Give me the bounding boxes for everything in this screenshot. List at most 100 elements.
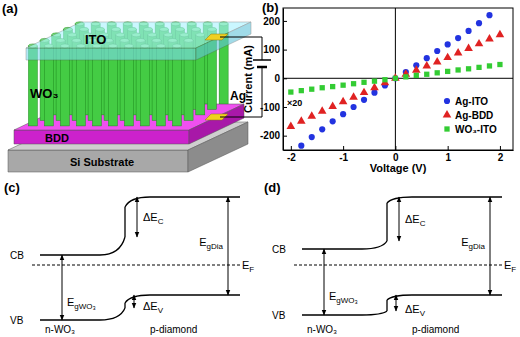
vb-offset bbox=[124, 303, 125, 308]
panel-label: (c) bbox=[4, 180, 20, 195]
dec-label-main: ΔE bbox=[405, 213, 420, 225]
dev-label: ΔEV bbox=[143, 300, 164, 315]
battery-plate bbox=[253, 59, 271, 61]
diamond-cb bbox=[387, 197, 502, 203]
eg-dia-arrow bbox=[228, 197, 229, 295]
annotation: ×20 bbox=[287, 98, 302, 108]
y-tick: -100 bbox=[260, 102, 287, 113]
data-point bbox=[497, 62, 502, 67]
x-tick-label: 2 bbox=[498, 152, 504, 163]
schematic: ITOWO₃AgBDDSi Substrate bbox=[8, 22, 271, 172]
fermi-level bbox=[32, 265, 240, 266]
panel-label: (b) bbox=[262, 0, 279, 15]
series bbox=[288, 62, 502, 95]
vb-label: VB bbox=[10, 315, 24, 326]
x-axis-line bbox=[284, 150, 514, 151]
data-point bbox=[485, 34, 494, 41]
fermi-label: EF bbox=[242, 259, 254, 274]
cb-offset bbox=[124, 207, 125, 237]
data-point bbox=[412, 65, 421, 72]
layer-label: Si Substrate bbox=[70, 156, 134, 168]
material-label: n-WO₃ bbox=[45, 324, 75, 335]
band-diagram: EgWO₃ΔECEgDiaΔEVEFCBVBn-WO₃p-diamond bbox=[10, 197, 254, 335]
x-tick-label: 1 bbox=[445, 152, 451, 163]
si-slab-front bbox=[8, 150, 188, 172]
data-point bbox=[424, 72, 429, 77]
data-point bbox=[435, 70, 440, 75]
dev-arrow bbox=[134, 295, 135, 308]
eg-wo3-arrow bbox=[324, 249, 325, 315]
layer-label: WO₃ bbox=[30, 86, 58, 101]
data-point bbox=[434, 48, 440, 54]
data-point bbox=[372, 79, 377, 84]
legend-label: Ag-ITO bbox=[455, 96, 488, 107]
x-tick-mark bbox=[343, 146, 344, 150]
data-point bbox=[328, 101, 337, 108]
fermi-label-main: E bbox=[504, 259, 511, 271]
dev-arrow bbox=[396, 295, 397, 311]
y-tick: 100 bbox=[263, 44, 287, 55]
y-tick-label: -200 bbox=[260, 130, 280, 141]
x-tick: 1 bbox=[445, 146, 451, 163]
data-point bbox=[393, 76, 398, 81]
panel-label: (a) bbox=[2, 1, 18, 16]
x-tick-label: -1 bbox=[339, 152, 348, 163]
y-tick-label: -100 bbox=[260, 102, 280, 113]
dev-label-sub: V bbox=[420, 309, 426, 318]
material-label: p-diamond bbox=[412, 324, 459, 335]
y-tick-label: 200 bbox=[263, 16, 280, 27]
dec-label-main: ΔE bbox=[143, 211, 158, 223]
x-tick: -1 bbox=[339, 146, 348, 163]
data-point bbox=[476, 65, 481, 70]
plot-area bbox=[287, 12, 505, 149]
wire bbox=[220, 67, 262, 117]
data-point bbox=[299, 88, 304, 93]
data-point bbox=[496, 30, 505, 37]
bdd-slab-front bbox=[14, 130, 189, 144]
eg-dia-label: EgDia bbox=[199, 236, 223, 251]
data-point bbox=[422, 61, 431, 68]
data-point bbox=[340, 111, 346, 117]
data-point bbox=[370, 83, 379, 90]
data-point bbox=[320, 85, 325, 90]
eg-dia-label: EgDia bbox=[461, 236, 485, 251]
diamond-cb bbox=[125, 197, 240, 207]
series bbox=[287, 30, 505, 129]
eg-wo3-label-main: E bbox=[67, 296, 74, 308]
data-point bbox=[466, 66, 471, 71]
y-tick: -200 bbox=[260, 130, 287, 141]
y-axis: -200 -100 0 100 200 bbox=[260, 9, 287, 151]
data-point bbox=[455, 67, 460, 72]
data-point bbox=[391, 73, 400, 80]
chart: -2-1012-200-1000100200Voltage (V)Current… bbox=[242, 8, 514, 174]
data-point bbox=[445, 69, 450, 74]
y-axis-title: Current (mA) bbox=[242, 45, 254, 113]
x-tick: -2 bbox=[287, 146, 296, 163]
data-point bbox=[298, 143, 304, 149]
data-point bbox=[361, 80, 366, 85]
fermi-level bbox=[294, 265, 502, 266]
figure: (a)(b)(c)(d)ITOWO₃AgBDDSi Substrate-2-10… bbox=[0, 0, 520, 337]
plot-frame bbox=[283, 8, 513, 150]
data-point bbox=[392, 75, 398, 81]
dec-label-sub: C bbox=[158, 217, 164, 226]
dec-arrow bbox=[137, 197, 138, 237]
vb-label: VB bbox=[272, 310, 286, 321]
data-point bbox=[381, 78, 390, 85]
data-point bbox=[330, 84, 335, 89]
dec-label: ΔEC bbox=[405, 213, 426, 228]
dev-label-sub: V bbox=[158, 306, 164, 315]
layer-label: ITO bbox=[85, 32, 106, 47]
dev-label-main: ΔE bbox=[405, 303, 420, 315]
legend-marker bbox=[444, 126, 449, 131]
wo3-cb bbox=[302, 241, 387, 249]
x-tick-label: -2 bbox=[287, 152, 296, 163]
data-point bbox=[349, 92, 358, 99]
legend-marker bbox=[444, 98, 450, 104]
data-point bbox=[319, 126, 325, 132]
x-tick-mark bbox=[291, 146, 292, 150]
data-point bbox=[454, 48, 463, 55]
dec-arrow bbox=[399, 197, 400, 241]
y-tick-label: 0 bbox=[274, 73, 280, 84]
data-point bbox=[361, 97, 367, 103]
